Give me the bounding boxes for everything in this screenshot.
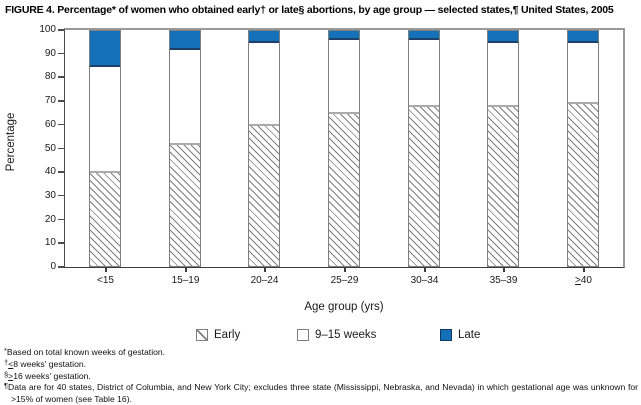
bar-segment-9-15-weeks bbox=[409, 40, 439, 105]
y-axis-tick bbox=[58, 266, 64, 268]
bar-segment-early bbox=[329, 112, 359, 266]
y-axis-tick bbox=[58, 218, 64, 221]
y-axis-tick bbox=[58, 171, 64, 173]
bar-40 bbox=[567, 30, 599, 267]
bar-2529 bbox=[328, 30, 360, 267]
bar-segment-9-15-weeks bbox=[568, 43, 598, 102]
footnote-asterisk: *Based on total known weeks of gestation… bbox=[4, 346, 638, 359]
x-axis-tick bbox=[185, 267, 187, 272]
footnote-text: 8 weeks' gestation. bbox=[13, 358, 87, 369]
legend-item-9-15-weeks: 9–15 weeks bbox=[297, 329, 376, 341]
y-axis-tick bbox=[58, 29, 64, 31]
y-axis-tick-label: 10 bbox=[44, 237, 56, 249]
y-axis-tick bbox=[58, 52, 64, 55]
x-axis-tick bbox=[503, 267, 505, 272]
y-axis-tick bbox=[58, 147, 64, 149]
bar-segment-9-15-weeks bbox=[329, 40, 359, 112]
footnote-marker: ¶ bbox=[4, 381, 9, 391]
x-axis-tick-label: 35–39 bbox=[489, 275, 518, 286]
legend-label-9-15-weeks: 9–15 weeks bbox=[315, 329, 377, 341]
y-axis-tick-label: 100 bbox=[39, 24, 56, 35]
footnote-symbol: < bbox=[8, 358, 14, 369]
y-axis-tick-label: 0 bbox=[50, 261, 56, 272]
white-swatch-icon bbox=[297, 329, 309, 341]
plot-area bbox=[64, 28, 625, 268]
bar-2024 bbox=[248, 30, 280, 267]
footnote-text: Data are for 40 states, District of Colu… bbox=[8, 382, 638, 405]
bar-15 bbox=[89, 30, 121, 267]
y-axis-tick bbox=[58, 100, 64, 102]
x-axis-tick-label: 15–19 bbox=[171, 275, 200, 286]
y-axis-tick-label: 40 bbox=[44, 166, 56, 178]
x-axis-tick bbox=[424, 267, 426, 272]
late-blue-swatch-icon bbox=[440, 329, 452, 341]
x-axis-tick-label: >40 bbox=[575, 275, 592, 286]
figure-title: FIGURE 4. Percentage* of women who obtai… bbox=[5, 4, 614, 16]
footnote-dagger: †<8 weeks' gestation. bbox=[4, 357, 638, 371]
footnote-text: Based on total known weeks of gestation. bbox=[6, 347, 166, 357]
footnote-marker: § bbox=[4, 369, 9, 379]
bar-3034 bbox=[408, 30, 440, 267]
bar-segment-9-15-weeks bbox=[488, 43, 518, 105]
bar-segment-early bbox=[568, 102, 598, 266]
y-axis-tick-label: 20 bbox=[44, 213, 56, 225]
bar-segment-late bbox=[90, 31, 120, 67]
bar-segment-early bbox=[249, 124, 279, 266]
bar-segment-late bbox=[329, 31, 359, 40]
footnote-marker: † bbox=[4, 357, 9, 367]
y-axis-tick-label: 60 bbox=[44, 118, 56, 130]
y-axis-tick bbox=[58, 194, 64, 197]
footnotes: *Based on total known weeks of gestation… bbox=[4, 346, 638, 405]
y-axis-tick-label: 70 bbox=[44, 95, 56, 107]
x-axis-tick-label: 20–24 bbox=[250, 275, 279, 286]
y-axis-tick-label: 30 bbox=[44, 189, 56, 201]
legend-label-late: Late bbox=[458, 329, 481, 341]
bar-segment-late bbox=[568, 31, 598, 43]
footnote-pilcrow: ¶Data are for 40 states, District of Col… bbox=[4, 381, 638, 405]
x-axis-tick-label: 30–34 bbox=[410, 275, 439, 286]
footnote-symbol: > bbox=[8, 370, 14, 381]
bar-segment-early bbox=[90, 171, 120, 266]
bar-segment-9-15-weeks bbox=[249, 43, 279, 124]
bar-segment-9-15-weeks bbox=[90, 67, 120, 171]
footnote-marker: * bbox=[4, 346, 7, 355]
bar-segment-late bbox=[170, 31, 200, 50]
y-axis-tick-label: 50 bbox=[44, 142, 56, 154]
early-hatched-swatch-icon bbox=[196, 329, 208, 341]
x-axis-tick bbox=[344, 267, 346, 272]
bar-segment-early bbox=[409, 105, 439, 266]
legend-item-early: Early bbox=[196, 329, 240, 341]
x-axis-tick-label: 25–29 bbox=[330, 275, 359, 286]
legend-label-early: Early bbox=[214, 329, 241, 341]
bar-segment-early bbox=[488, 105, 518, 266]
bar-1519 bbox=[169, 30, 201, 267]
x-axis-tick-label: <15 bbox=[97, 275, 114, 286]
bar-segment-late bbox=[409, 31, 439, 40]
y-axis-tick bbox=[58, 76, 64, 78]
y-axis-tick bbox=[58, 123, 64, 126]
y-axis-tick-label: 90 bbox=[44, 47, 56, 59]
x-axis-tick bbox=[105, 267, 107, 272]
legend-item-late: Late bbox=[440, 329, 480, 341]
y-axis-title: Percentage bbox=[5, 112, 17, 172]
bar-segment-late bbox=[249, 31, 279, 43]
bar-segment-early bbox=[170, 143, 200, 266]
x-axis-tick bbox=[583, 267, 585, 272]
bar-3539 bbox=[487, 30, 519, 267]
x-axis-tick bbox=[264, 267, 266, 272]
bar-segment-late bbox=[488, 31, 518, 43]
x-axis-title: Age group (yrs) bbox=[304, 301, 384, 313]
y-axis-tick-label: 80 bbox=[44, 71, 56, 83]
footnote-text: 16 weeks' gestation. bbox=[13, 370, 91, 381]
bar-segment-9-15-weeks bbox=[170, 50, 200, 143]
y-axis-tick bbox=[58, 242, 64, 244]
footnote-section: §>16 weeks' gestation. bbox=[4, 369, 638, 383]
